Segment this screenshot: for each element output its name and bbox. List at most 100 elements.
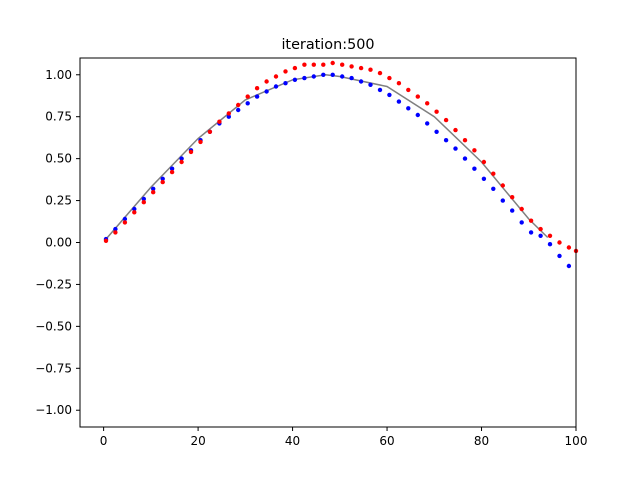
red-point — [207, 129, 213, 134]
blue-point — [566, 263, 572, 269]
red-point — [236, 102, 241, 108]
blue-point — [434, 129, 439, 134]
blue-point — [377, 87, 383, 93]
blue-point — [519, 220, 524, 225]
red-point — [443, 117, 449, 123]
blue-point — [113, 226, 118, 232]
red-point — [557, 240, 562, 245]
red-point — [481, 159, 487, 165]
y-axis: −1.00 −0.75 −0.50 −0.25 0.00 0.25 0.50 0.75 1.00 — [35, 68, 80, 417]
blue-point — [368, 82, 373, 88]
red-point — [491, 171, 496, 176]
blue-point — [302, 75, 307, 81]
blue-point — [179, 156, 184, 161]
blue-point — [283, 81, 288, 86]
blue-point — [160, 176, 165, 181]
blue-point — [538, 233, 543, 238]
red-point — [358, 65, 364, 71]
red-point — [160, 179, 165, 185]
red-point — [462, 138, 468, 143]
red-point — [103, 238, 109, 243]
y-tick-label: 0.75 — [45, 110, 72, 124]
red-point — [321, 62, 326, 67]
red-point — [396, 81, 402, 86]
red-point — [528, 218, 534, 223]
blue-point — [264, 89, 269, 94]
red-point — [141, 200, 146, 205]
blue-point — [292, 77, 298, 83]
red-point — [434, 109, 439, 114]
blue-point — [226, 114, 231, 119]
blue-point — [491, 186, 496, 191]
x-tick-label: 60 — [379, 434, 394, 448]
y-tick-label: 0.25 — [45, 194, 72, 208]
chart-title: iteration:500 — [281, 37, 374, 53]
blue-point — [425, 121, 430, 126]
red-point — [500, 183, 505, 188]
red-point — [519, 206, 524, 212]
blue-point — [528, 230, 534, 235]
x-tick-label: 100 — [565, 434, 588, 448]
x-axis: 0 20 40 60 80 100 — [100, 427, 588, 448]
red-point — [472, 148, 477, 153]
blue-point — [169, 166, 175, 171]
red-point — [368, 67, 373, 72]
red-point — [349, 64, 354, 69]
red-point — [292, 65, 298, 71]
blue-point — [358, 79, 364, 84]
x-tick-label: 40 — [285, 434, 300, 448]
blue-point — [557, 253, 562, 259]
red-point — [538, 226, 543, 232]
blue-point — [340, 74, 345, 79]
red-point — [425, 101, 430, 106]
y-tick-label: 1.00 — [45, 68, 72, 82]
y-tick-label: −1.00 — [35, 403, 72, 417]
blue-point — [500, 198, 505, 203]
red-point — [547, 233, 553, 238]
red-point — [245, 94, 250, 99]
red-point — [510, 195, 515, 200]
red-point — [311, 62, 316, 67]
red-point — [188, 149, 194, 155]
blue-point — [236, 107, 241, 113]
red-point — [113, 230, 118, 235]
blue-point — [462, 156, 468, 161]
red-point — [122, 220, 128, 225]
red-point — [254, 86, 260, 91]
red-point — [377, 70, 383, 76]
blue-point — [321, 72, 326, 78]
red-point — [169, 169, 175, 175]
x-tick-label: 20 — [190, 434, 205, 448]
plot-area — [80, 58, 576, 427]
red-point — [566, 245, 572, 250]
red-point — [273, 74, 279, 79]
red-point — [283, 69, 288, 74]
y-tick-label: 0.00 — [45, 236, 72, 250]
series-layer — [103, 60, 579, 269]
x-tick-label: 0 — [100, 434, 108, 448]
red-point — [226, 111, 231, 116]
blue-point — [406, 106, 411, 111]
blue-point — [122, 216, 128, 222]
blue-point — [349, 75, 354, 81]
blue-point — [311, 74, 316, 79]
red-point — [179, 159, 184, 165]
blue-point — [510, 208, 515, 213]
blue-point — [254, 94, 260, 99]
blue-point — [453, 146, 458, 151]
blue-point — [141, 196, 146, 202]
blue-point — [387, 92, 392, 98]
y-tick-label: −0.25 — [35, 277, 72, 291]
blue-point — [472, 166, 477, 171]
red-point — [453, 127, 458, 133]
y-tick-label: 0.50 — [45, 152, 72, 166]
blue-point — [481, 176, 487, 181]
red-point — [151, 190, 156, 195]
red-point — [302, 62, 307, 67]
red-point — [415, 94, 420, 99]
blue-point — [245, 101, 250, 106]
blue-point — [396, 99, 402, 104]
y-tick-label: −0.50 — [35, 319, 72, 333]
blue-point — [273, 84, 279, 89]
